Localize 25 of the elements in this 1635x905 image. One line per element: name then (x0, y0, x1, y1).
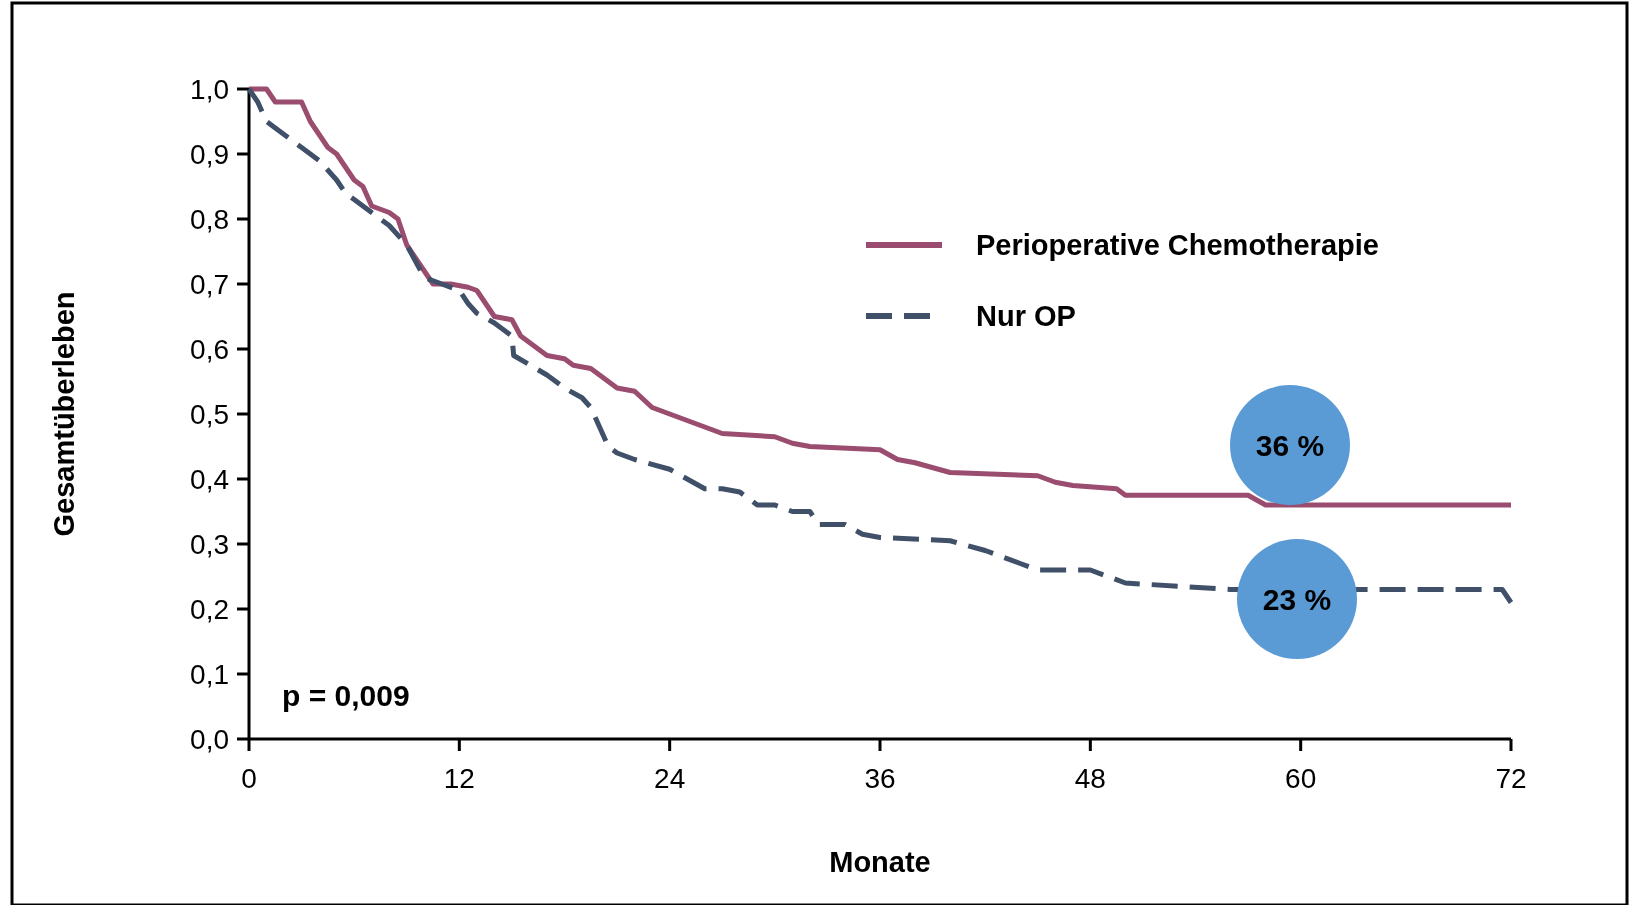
y-tick-label: 0,6 (190, 333, 229, 365)
y-tick-label: 0,0 (190, 723, 229, 755)
y-tick-label: 1,0 (190, 73, 229, 105)
x-tick-label: 24 (654, 763, 686, 794)
legend-label: Nur OP (976, 300, 1076, 333)
y-tick-label: 0,9 (190, 138, 229, 170)
y-tick-label: 0,8 (190, 203, 229, 235)
annotation: 36 % (1255, 428, 1325, 462)
y-tick-label: 0,2 (190, 593, 229, 625)
y-tick-label: 0,7 (190, 268, 229, 300)
x-tick-label: 60 (1285, 763, 1317, 794)
y-tick-label: 0,1 (190, 658, 229, 690)
x-tick-label: 12 (443, 763, 475, 794)
legend-label: Perioperative Chemotherapie (976, 229, 1379, 262)
x-tick-label: 36 (864, 763, 896, 794)
annotation: p = 0,009 (282, 679, 410, 712)
y-tick-label: 0,4 (190, 463, 229, 495)
x-tick-label: 48 (1074, 763, 1106, 794)
x-tick-label: 72 (1495, 763, 1527, 794)
y-axis-title: Gesamtüberleben (48, 291, 80, 537)
y-tick-label: 0,3 (190, 528, 229, 560)
annotation: 23 % (1262, 582, 1332, 616)
y-tick-label: 0,5 (190, 398, 229, 430)
x-tick-label: 0 (241, 763, 257, 794)
x-axis-title: Monate (829, 846, 931, 878)
